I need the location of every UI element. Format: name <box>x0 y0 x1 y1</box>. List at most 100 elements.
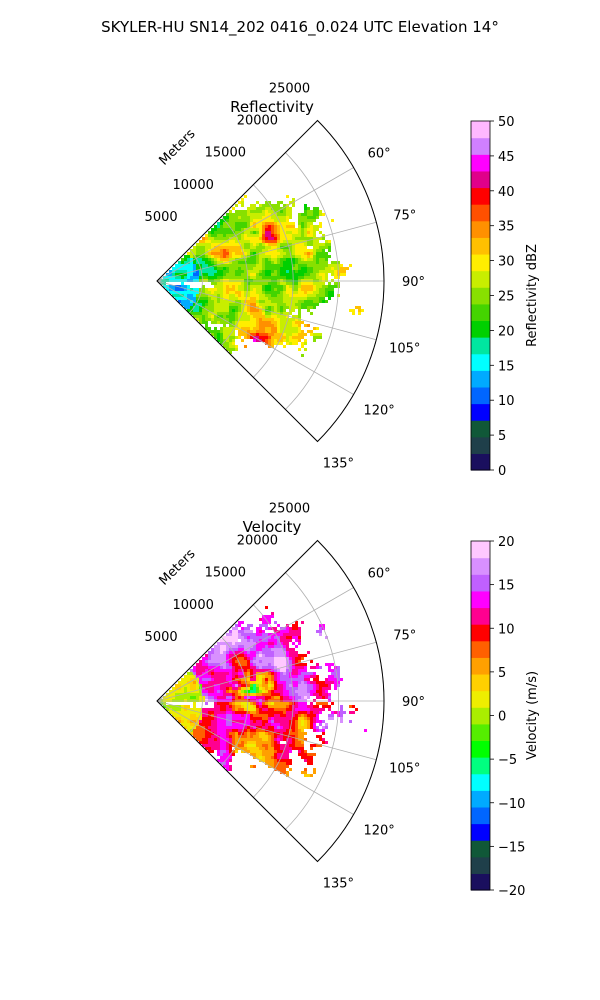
colorbar-swatch <box>471 673 490 692</box>
colorbar-tick-label: −10 <box>498 797 525 812</box>
range-tick-label: 10000 <box>173 598 214 613</box>
colorbar-swatch <box>471 220 490 238</box>
azimuth-tick-label: 60° <box>368 147 391 162</box>
azimuth-spoke-120 <box>156 280 354 395</box>
range-tick-label: 5000 <box>145 630 178 645</box>
colorbar-tick-label: 25 <box>498 290 515 305</box>
colorbar-swatch <box>471 386 490 405</box>
azimuth-tick-label: 75° <box>393 629 416 644</box>
colorbar-swatch <box>471 773 490 791</box>
azimuth-spoke-75 <box>156 221 377 282</box>
wedge-frame <box>156 539 385 863</box>
colorbar-swatch <box>471 270 490 288</box>
colorbar-swatch <box>471 806 490 825</box>
velocity-panel: Velocity 5000 10000 15000 20000 25000 60° 75°… <box>145 501 540 899</box>
reflectivity-panel: Reflectivity 5000 10000 15000 20000 25000 60… <box>145 81 540 479</box>
colorbar-tick-label: 30 <box>498 255 515 270</box>
colorbar-tick-label: −20 <box>498 884 525 899</box>
colorbar-swatch <box>471 121 490 139</box>
colorbar-tick-label: −15 <box>498 840 525 855</box>
colorbar-tick-label: 50 <box>498 115 515 130</box>
colorbar-swatch <box>471 253 490 272</box>
azimuth-tick-label: 60° <box>368 567 391 582</box>
colorbar-tick-label: 0 <box>498 710 506 725</box>
colorbar-swatch <box>471 337 490 355</box>
azimuth-tick-label: 105° <box>389 341 420 356</box>
velocity-title: Velocity <box>243 518 302 536</box>
range-tick-label: 5000 <box>145 210 178 225</box>
azimuth-spoke-120 <box>156 700 354 815</box>
colorbar-swatch <box>471 204 490 222</box>
azimuth-spoke-60 <box>156 587 354 702</box>
colorbar-swatch <box>471 657 490 675</box>
colorbar-swatch <box>471 840 490 858</box>
azimuth-tick-label: 135° <box>323 456 354 471</box>
azimuth-tick-label: 90° <box>402 275 425 290</box>
colorbar-swatch <box>471 624 490 642</box>
colorbar-swatch <box>471 320 490 338</box>
colorbar-swatch <box>471 370 490 388</box>
colorbar-tick-label: 45 <box>498 150 515 165</box>
velocity-colorbar: −20 −15 −10 −5 0 5 10 15 20 Velocity (m/s) <box>470 535 540 899</box>
colorbar-swatch <box>471 823 490 841</box>
colorbar-tick-label: 10 <box>498 394 515 409</box>
reflectivity-field <box>160 195 364 357</box>
azimuth-tick-label: 90° <box>402 695 425 710</box>
colorbar-tick-label: 10 <box>498 622 515 637</box>
colorbar-tick-label: 40 <box>498 185 515 200</box>
azimuth-spoke-75 <box>156 641 377 702</box>
azimuth-tick-label: 105° <box>389 761 420 776</box>
colorbar-tick-label: −5 <box>498 753 517 768</box>
colorbar-swatch <box>471 287 490 305</box>
colorbar-swatch <box>471 154 490 172</box>
range-tick-label: 25000 <box>269 81 310 96</box>
colorbar-swatch <box>471 574 490 592</box>
reflectivity-radial-label: Meters <box>157 126 199 168</box>
colorbar-swatch <box>471 790 490 808</box>
reflectivity-title: Reflectivity <box>230 98 314 116</box>
velocity-colorbar-label: Velocity (m/s) <box>525 671 540 760</box>
range-tick-label: 10000 <box>173 178 214 193</box>
colorbar-swatch <box>471 137 490 155</box>
colorbar-tick-label: 20 <box>498 324 515 339</box>
colorbar-swatch <box>471 303 490 322</box>
colorbar-tick-label: 0 <box>498 464 506 479</box>
colorbar-swatch <box>471 403 490 421</box>
colorbar-swatch <box>471 453 490 471</box>
wedge-frame <box>156 119 385 443</box>
colorbar-tick-label: 5 <box>498 666 506 681</box>
colorbar-tick-label: 15 <box>498 579 515 594</box>
reflectivity-colorbar: 0 5 10 15 20 25 30 35 40 45 50 Reflectivity dBZ <box>470 115 540 479</box>
colorbar-swatch <box>471 590 490 609</box>
reflectivity-colorbar-label: Reflectivity dBZ <box>525 244 540 347</box>
colorbar-swatch <box>471 707 490 725</box>
colorbar-swatch <box>471 607 490 625</box>
colorbar-swatch <box>471 187 490 205</box>
azimuth-tick-label: 120° <box>363 403 394 418</box>
colorbar-tick-label: 20 <box>498 535 515 550</box>
colorbar-swatch <box>471 557 490 575</box>
colorbar-swatch <box>471 237 490 255</box>
velocity-radial-label: Meters <box>157 546 199 588</box>
reflectivity-azimuth-labels: 60° 75° 90° 105° 120° 135° <box>323 147 425 472</box>
azimuth-spoke-60 <box>156 167 354 282</box>
azimuth-spoke-105 <box>156 280 377 341</box>
reflectivity-range-labels: 5000 10000 15000 20000 25000 <box>145 81 311 224</box>
colorbar-swatch <box>471 640 490 658</box>
azimuth-tick-label: 120° <box>363 823 394 838</box>
colorbar-swatch <box>471 420 490 438</box>
range-tick-label: 15000 <box>205 566 246 581</box>
range-tick-label: 25000 <box>269 501 310 516</box>
velocity-azimuth-labels: 60° 75° 90° 105° 120° 135° <box>323 567 425 892</box>
range-tick-label: 15000 <box>205 146 246 161</box>
velocity-field <box>160 606 367 777</box>
figure-suptitle: SKYLER-HU SN14_202 0416_0.024 UTC Elevat… <box>101 18 499 37</box>
colorbar-tick-label: 15 <box>498 359 515 374</box>
reflectivity-grid <box>156 119 385 443</box>
colorbar-swatch <box>471 723 490 742</box>
azimuth-tick-label: 135° <box>323 876 354 891</box>
colorbar-swatch <box>471 873 490 891</box>
velocity-grid <box>156 539 385 863</box>
colorbar-swatch <box>471 757 490 775</box>
